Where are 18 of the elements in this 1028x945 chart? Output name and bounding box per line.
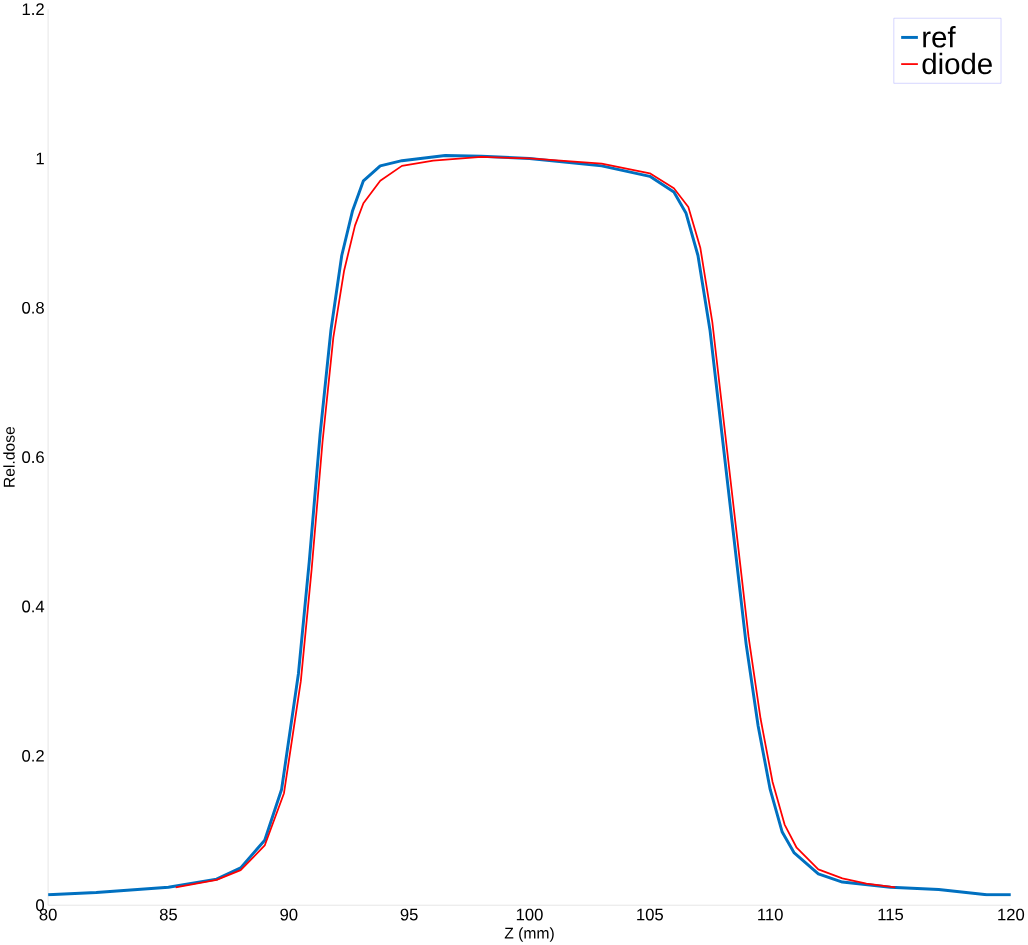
y-tick-label: 0.8 [22, 301, 44, 314]
y-axis-title: Rel.dose [3, 426, 15, 487]
x-tick-label: 90 [280, 908, 298, 921]
y-tick-label: 0.4 [22, 600, 45, 613]
x-tick-label: 100 [516, 908, 543, 921]
x-tick-label: 85 [159, 908, 177, 921]
legend-label: diode [922, 52, 992, 75]
x-axis-title: Z (mm) [504, 927, 554, 942]
x-tick-label: 105 [637, 908, 664, 921]
x-tick-label: 95 [400, 908, 418, 921]
x-tick-label: 115 [878, 908, 904, 921]
y-tick-label: 0.6 [22, 451, 44, 464]
x-tick-label: 110 [758, 908, 783, 921]
legend-label: ref [923, 26, 956, 48]
y-tick-label: 1.2 [22, 3, 44, 15]
x-tick-label: 120 [998, 908, 1025, 921]
y-tick-label: 0.2 [22, 749, 44, 762]
y-tick-label: 1 [36, 152, 44, 165]
